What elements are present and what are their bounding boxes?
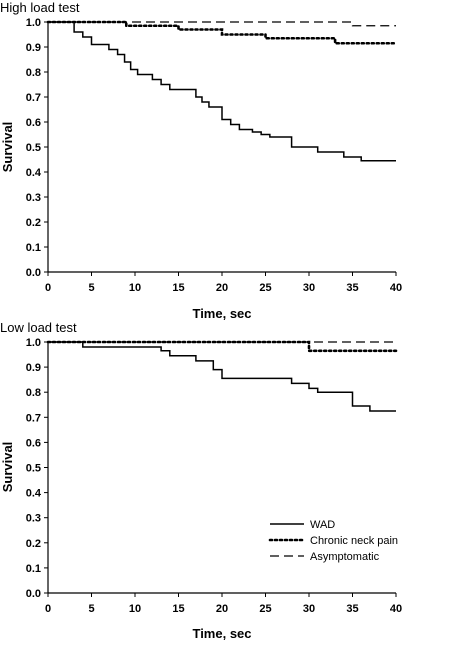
x-tick-label: 15 <box>172 282 184 294</box>
y-tick-label: 0.8 <box>26 67 41 79</box>
y-tick-label: 0.5 <box>26 142 41 154</box>
y-tick-label: 0.8 <box>26 387 41 399</box>
x-tick-label: 25 <box>259 603 271 615</box>
x-tick-label: 40 <box>390 282 402 294</box>
x-tick-label: 30 <box>303 603 315 615</box>
series-line-wad <box>48 21 396 162</box>
x-tick-label: 20 <box>216 603 228 615</box>
y-tick-label: 0.2 <box>26 217 41 229</box>
y-axis-label: Survival <box>0 122 15 173</box>
x-tick-label: 5 <box>88 603 94 615</box>
y-tick-label: 0.0 <box>26 267 41 279</box>
x-tick-label: 35 <box>346 603 358 615</box>
chart-title: Low load test <box>0 320 77 335</box>
y-tick-label: 1.0 <box>26 337 41 349</box>
y-tick-label: 0.7 <box>26 92 41 104</box>
y-tick-label: 0.3 <box>26 513 41 525</box>
x-axis-label: Time, sec <box>192 626 251 641</box>
x-tick-label: 40 <box>390 603 402 615</box>
plot-area: 0.0 0.1 0.2 0.3 0.4 0.5 0.6 0.7 0.8 0.9 1.0 0 5 10 15 2… <box>26 17 402 294</box>
y-tick-label: 0.1 <box>26 242 41 254</box>
series-line-asymptomatic <box>48 21 396 27</box>
legend-label: Asymptomatic <box>310 551 380 563</box>
y-tick-label: 0.3 <box>26 192 41 204</box>
low-load-chart: Low load test Time, sec Survival 0.00.10… <box>0 320 402 641</box>
x-tick-label: 30 <box>303 282 315 294</box>
y-tick-label: 0.5 <box>26 463 41 475</box>
x-axis-label: Time, sec <box>192 306 251 321</box>
series-line-chronic-neck-pain <box>46 20 398 45</box>
legend: WAD Chronic neck pain Asymptomatic <box>268 519 398 563</box>
legend-label: WAD <box>310 519 335 531</box>
x-tick-label: 10 <box>129 603 141 615</box>
x-tick-label: 0 <box>45 282 51 294</box>
y-axis-label: Survival <box>0 442 15 493</box>
chart-title: High load test <box>0 0 80 15</box>
high-load-chart: High load test Time, sec Survival 0.0 0.1… <box>0 0 402 321</box>
plot-area: 0.0 0.1 0.2 0.3 0.4 0.5 0.6 0.7 0.8 0.9 1.0 0 5 10 15 2… <box>26 337 402 615</box>
series-line-wad <box>48 341 396 412</box>
y-tick-label: 0.2 <box>26 538 41 550</box>
y-tick-label: 0.4 <box>26 167 42 179</box>
y-tick-label: 1.0 <box>26 17 41 29</box>
x-tick-label: 10 <box>129 282 141 294</box>
y-tick-label: 0.6 <box>26 117 41 129</box>
x-tick-label: 35 <box>346 282 358 294</box>
x-tick-label: 5 <box>88 282 94 294</box>
x-tick-label: 25 <box>259 282 271 294</box>
y-tick-label: 0.0 <box>26 588 41 600</box>
x-tick-label: 15 <box>172 603 184 615</box>
y-tick-label: 0.9 <box>26 42 41 54</box>
y-tick-label: 0.7 <box>26 412 41 424</box>
y-tick-label: 0.6 <box>26 437 41 449</box>
y-tick-label: 0.9 <box>26 362 41 374</box>
y-tick-label: 0.4 <box>26 488 42 500</box>
x-tick-label: 0 <box>45 603 51 615</box>
legend-label: Chronic neck pain <box>310 535 398 547</box>
y-tick-label: 0.1 <box>26 563 41 575</box>
x-tick-label: 20 <box>216 282 228 294</box>
